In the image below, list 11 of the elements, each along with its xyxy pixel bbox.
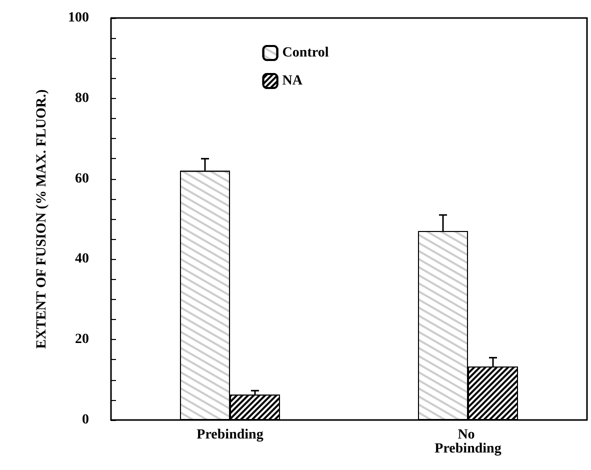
legend-label: Control [282, 46, 329, 60]
y-tick-label: 40 [75, 252, 89, 267]
y-tick-label: 20 [75, 332, 89, 348]
y-axis-title: EXTENT OF FUSION (% MAX. FLUOR.) [34, 88, 50, 349]
legend-label: NA [282, 74, 304, 88]
y-tick-label: 0 [82, 412, 89, 428]
y-tick-label: 60 [75, 171, 89, 186]
x-tick-label: Prebinding [196, 428, 264, 442]
y-tick-label: 80 [75, 90, 89, 106]
y-tick-label: 100 [68, 10, 89, 26]
x-tick-label: No Prebinding [434, 428, 502, 456]
